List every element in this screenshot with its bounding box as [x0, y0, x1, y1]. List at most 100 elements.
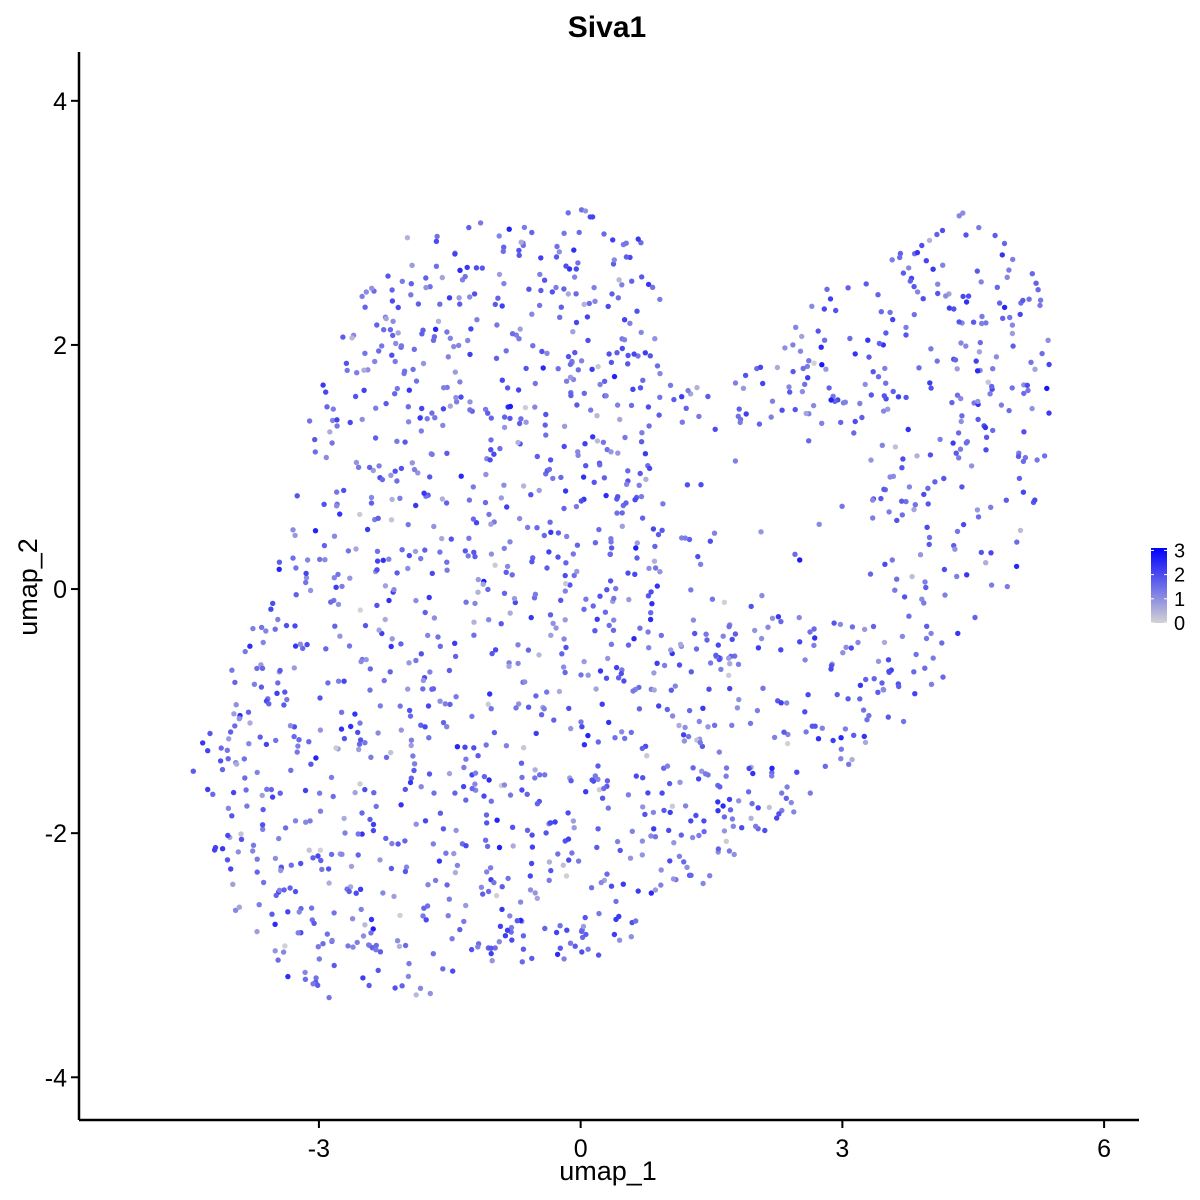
data-point [1026, 296, 1032, 302]
data-point [611, 373, 618, 380]
data-point [437, 810, 444, 816]
data-point [939, 640, 945, 646]
data-point [637, 625, 643, 631]
data-point [312, 436, 318, 443]
x-tick-label: 3 [835, 1135, 849, 1163]
data-point [388, 517, 395, 523]
data-point [651, 670, 657, 676]
data-point [802, 381, 808, 387]
data-point [547, 519, 553, 525]
data-point [666, 780, 673, 787]
data-point [484, 869, 490, 875]
data-point [643, 476, 649, 482]
data-point [230, 789, 237, 796]
data-point [797, 348, 804, 354]
data-point [638, 439, 645, 445]
data-point [362, 740, 368, 746]
data-point [903, 324, 909, 331]
data-point [614, 350, 620, 356]
data-point [821, 337, 828, 343]
data-point [574, 568, 580, 575]
data-point [324, 931, 330, 937]
data-point [359, 416, 365, 423]
data-point [794, 769, 800, 775]
data-point [302, 976, 309, 982]
data-point [935, 290, 941, 297]
data-point [857, 696, 863, 702]
data-point [899, 498, 905, 504]
chart-title: Siva1 [568, 11, 646, 44]
data-point [1025, 387, 1031, 394]
data-point [516, 701, 522, 707]
data-point [778, 618, 784, 625]
y-axis-label: umap_2 [13, 538, 43, 636]
data-point [667, 858, 673, 864]
data-point [435, 634, 441, 640]
data-point [627, 855, 634, 861]
data-point [323, 646, 329, 652]
data-point [254, 769, 260, 776]
data-point [861, 733, 867, 740]
data-point [472, 781, 478, 787]
data-point [395, 304, 401, 311]
data-point [952, 546, 958, 552]
data-point [442, 701, 448, 707]
data-point [619, 345, 625, 352]
data-point [363, 656, 369, 663]
data-point [282, 689, 288, 695]
data-point [303, 819, 309, 825]
data-point [928, 385, 934, 391]
data-point [413, 502, 419, 509]
data-point [334, 489, 340, 495]
data-point [573, 319, 580, 326]
data-point [303, 575, 310, 581]
data-point [243, 787, 249, 793]
data-point [370, 821, 377, 828]
data-point [443, 850, 449, 856]
data-point [630, 386, 636, 392]
data-point [538, 712, 545, 718]
data-point [816, 521, 822, 527]
data-point [715, 642, 721, 648]
data-point [437, 698, 443, 704]
data-point [432, 326, 439, 332]
data-point [862, 381, 868, 388]
data-point [402, 786, 408, 793]
data-point [463, 843, 469, 849]
data-point [479, 265, 485, 271]
data-point [292, 532, 298, 539]
data-point [729, 816, 736, 822]
data-point [582, 208, 589, 214]
data-point [740, 385, 747, 391]
data-point [440, 406, 447, 412]
data-point [901, 594, 908, 600]
data-point [374, 558, 381, 564]
data-point [329, 417, 336, 424]
data-point [750, 770, 756, 777]
data-point [885, 714, 891, 720]
data-point [562, 580, 569, 587]
data-point [1037, 302, 1043, 309]
data-point [408, 737, 415, 743]
data-point [585, 672, 591, 678]
data-point [509, 572, 515, 578]
data-point [1033, 280, 1039, 286]
data-point [593, 686, 599, 692]
data-point [276, 887, 283, 893]
data-point [475, 753, 481, 759]
data-point [634, 540, 640, 546]
data-point [516, 252, 522, 258]
data-point [676, 722, 682, 729]
data-point [883, 380, 889, 386]
x-axis-ticks: -3 0 3 6 [308, 1120, 1111, 1163]
data-point [721, 814, 728, 820]
data-point [356, 746, 362, 753]
data-point [954, 392, 961, 398]
data-point [496, 844, 503, 851]
data-point [983, 434, 990, 440]
data-point [411, 466, 418, 473]
data-point [857, 682, 864, 688]
data-point [671, 396, 677, 403]
data-point [418, 555, 424, 562]
data-point [565, 810, 571, 816]
